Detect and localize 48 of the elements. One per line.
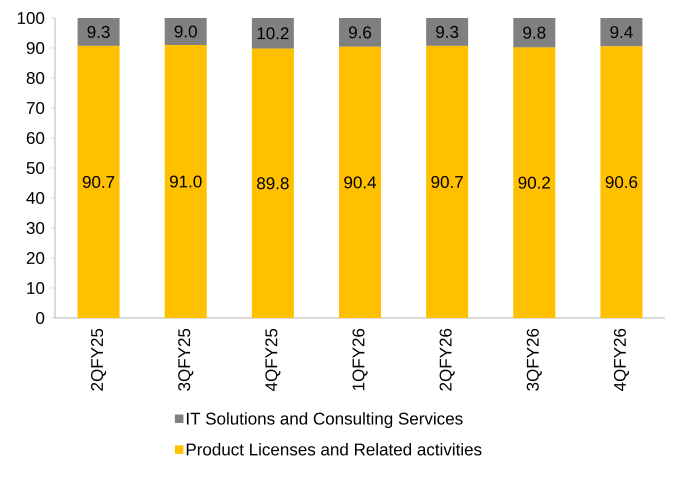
y-tick-label: 30 bbox=[26, 222, 44, 234]
x-tick-label: 2QFY26 bbox=[440, 328, 455, 391]
legend-label: IT Solutions and Consulting Services bbox=[186, 412, 463, 428]
data-label: 9.3 bbox=[88, 26, 110, 38]
data-label: 91.0 bbox=[170, 175, 202, 188]
data-label: 9.3 bbox=[436, 26, 458, 38]
x-tick-label: 2QFY25 bbox=[91, 328, 106, 391]
bar bbox=[600, 18, 642, 46]
bar bbox=[600, 46, 642, 318]
x-tick-label: 1QFY26 bbox=[352, 328, 368, 390]
data-label: 9.0 bbox=[174, 25, 197, 38]
data-label: 90.7 bbox=[82, 176, 114, 188]
y-tick-label: 80 bbox=[26, 72, 44, 84]
y-tick-label: 20 bbox=[26, 252, 44, 264]
data-label: 90.7 bbox=[431, 176, 463, 188]
x-tick-label: 3QFY25 bbox=[178, 328, 194, 391]
y-tick-label: 0 bbox=[36, 312, 44, 324]
legend-label: Product Licenses and Related activities bbox=[186, 443, 482, 456]
data-label: 90.2 bbox=[518, 176, 550, 189]
y-tick-label: 60 bbox=[26, 132, 44, 144]
x-tick-label: 4QFY26 bbox=[614, 328, 629, 392]
bar bbox=[513, 47, 556, 318]
bar bbox=[339, 46, 382, 318]
y-tick-label: 90 bbox=[26, 42, 44, 54]
data-label: 9.4 bbox=[610, 26, 633, 38]
data-label: 9.6 bbox=[348, 26, 372, 38]
bar bbox=[426, 46, 468, 318]
y-tick-label: 70 bbox=[26, 102, 44, 114]
bar bbox=[252, 18, 294, 49]
bar bbox=[164, 44, 207, 318]
x-tick-label: 3QFY26 bbox=[526, 328, 542, 391]
data-label: 90.4 bbox=[344, 176, 376, 188]
y-tick-label: 50 bbox=[26, 162, 44, 174]
bar bbox=[339, 18, 382, 47]
bar bbox=[164, 18, 207, 45]
y-tick-label: 10 bbox=[27, 282, 44, 294]
data-label: 10.2 bbox=[258, 27, 289, 40]
bar bbox=[78, 46, 120, 318]
y-tick-label: 100 bbox=[18, 12, 44, 24]
bar bbox=[78, 18, 120, 46]
bar bbox=[513, 18, 556, 48]
bar bbox=[252, 48, 294, 318]
data-label: 89.8 bbox=[257, 177, 289, 190]
data-label: 90.6 bbox=[606, 176, 638, 188]
x-tick-label: 4QFY25 bbox=[265, 328, 280, 392]
y-tick-label: 40 bbox=[26, 192, 44, 204]
bar bbox=[426, 18, 468, 46]
data-label: 9.8 bbox=[523, 26, 546, 39]
